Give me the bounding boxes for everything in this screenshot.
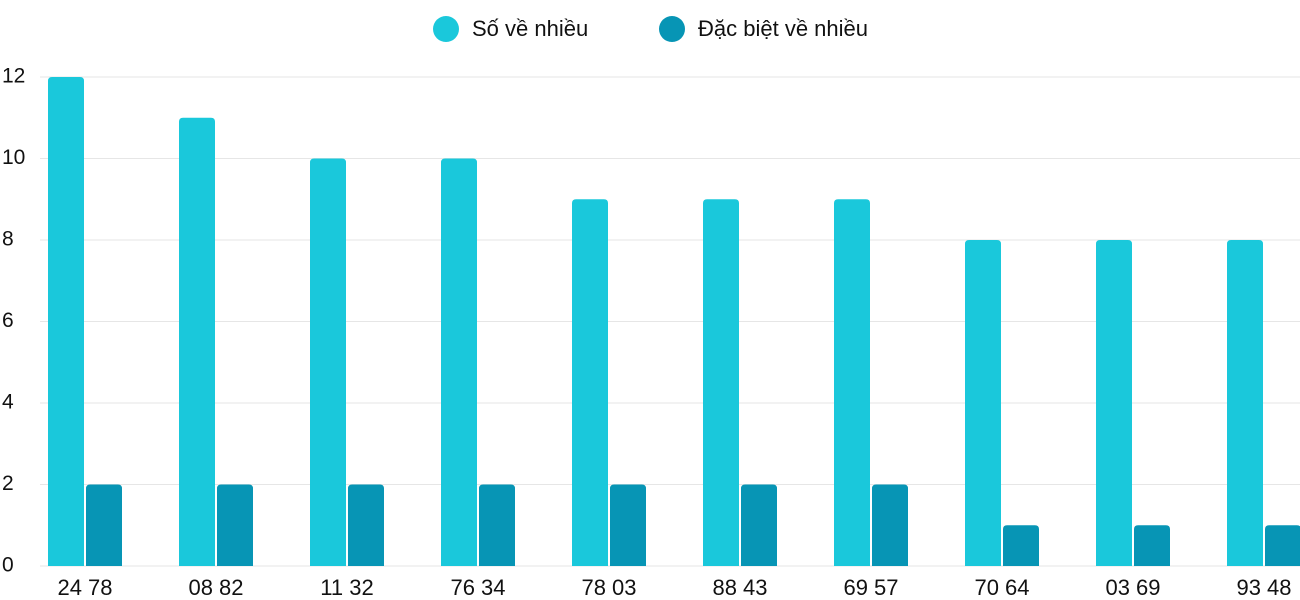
y-tick-label: 6 — [2, 309, 14, 332]
bar — [872, 484, 908, 566]
y-tick-label: 12 — [2, 65, 25, 88]
bar — [1134, 525, 1170, 566]
legend-label: Đặc biệt về nhiều — [698, 16, 868, 41]
legend-swatch — [433, 16, 459, 42]
bar — [703, 199, 739, 566]
bar — [834, 199, 870, 566]
bar — [479, 484, 515, 566]
bar — [310, 158, 346, 566]
y-tick-label: 2 — [2, 472, 14, 495]
bar — [179, 117, 215, 566]
y-tick-label: 10 — [2, 146, 25, 169]
bar — [86, 484, 122, 566]
bar — [610, 484, 646, 566]
x-tick-label: 76 34 — [450, 575, 505, 600]
bar — [741, 484, 777, 566]
x-tick-label: 08 82 — [188, 575, 243, 600]
bar — [1096, 240, 1132, 566]
bar — [1227, 240, 1263, 566]
y-tick-label: 4 — [2, 391, 14, 414]
legend-label: Số về nhiều — [472, 16, 588, 41]
bar — [48, 77, 84, 566]
x-tick-label: 93 48 — [1236, 575, 1291, 600]
x-tick-label: 24 78 — [57, 575, 112, 600]
bar — [572, 199, 608, 566]
x-tick-label: 78 03 — [581, 575, 636, 600]
bar — [965, 240, 1001, 566]
x-tick-label: 70 64 — [974, 575, 1029, 600]
y-tick-label: 8 — [2, 228, 14, 251]
bar — [441, 158, 477, 566]
bar — [1003, 525, 1039, 566]
y-tick-label: 0 — [2, 554, 14, 577]
x-tick-label: 03 69 — [1105, 575, 1160, 600]
x-tick-label: 88 43 — [712, 575, 767, 600]
x-tick-label: 69 57 — [843, 575, 898, 600]
bar — [217, 484, 253, 566]
legend-swatch — [659, 16, 685, 42]
x-tick-label: 11 32 — [320, 575, 373, 600]
bar — [1265, 525, 1300, 566]
bar — [348, 484, 384, 566]
